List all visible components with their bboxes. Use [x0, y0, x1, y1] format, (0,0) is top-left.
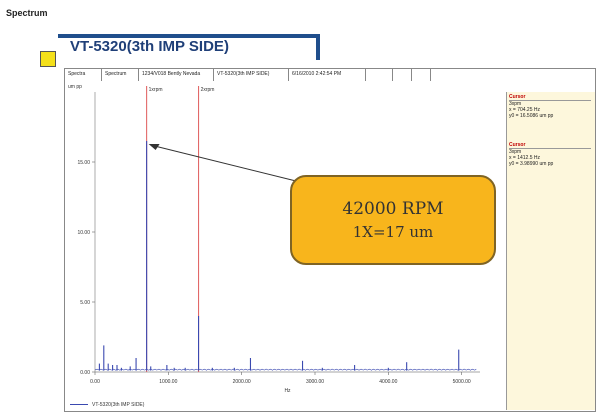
callout-arrow-line	[150, 144, 301, 183]
x-tick-label: 1000.00	[159, 379, 177, 385]
series-baseline	[94, 368, 477, 371]
x-tick-label: 5000.00	[453, 379, 471, 385]
cursor-panel	[506, 92, 595, 410]
cursor-title: Cursor	[509, 142, 591, 149]
cursor-x-value: x = 704.25 Hz	[509, 107, 540, 113]
header-cell[interactable]	[393, 69, 412, 81]
legend-label: VT-5320(3th IMP SIDE)	[92, 402, 145, 408]
page-heading: Spectrum	[6, 8, 48, 18]
header-cell[interactable]: VT-5320(3th IMP SIDE)	[214, 69, 289, 81]
callout-line-2: 1X=17 um	[352, 223, 434, 241]
cursor-name: 3xpm	[509, 101, 522, 107]
callout-line-1: 42000 RPM	[342, 199, 444, 219]
cursor-title: Cursor	[509, 94, 591, 101]
cursor-y-value: y0 = 3.98990 um pp	[509, 161, 554, 167]
cursor-x-value: x = 1412.5 Hz	[509, 155, 540, 161]
cursor-readout-1[interactable]: Cursor 3xpm x = 704.25 Hz y0 = 16.5086 u…	[509, 94, 591, 119]
cursor-y-value: y0 = 16.5086 um pp	[509, 113, 554, 119]
cursor-line-label: 2xrpm	[201, 87, 215, 93]
title-bar-frame	[58, 34, 320, 60]
y-tick-label: 15.00	[77, 160, 90, 166]
x-axis-label: Hz	[284, 388, 291, 394]
plot-header-row: Spectra Spectrum 1234/V018 Bently Nevada…	[65, 69, 431, 81]
header-cell[interactable]: 1234/V018 Bently Nevada	[139, 69, 214, 81]
header-cell[interactable]: Spectrum	[102, 69, 139, 81]
x-tick-label: 2000.00	[233, 379, 251, 385]
y-tick-label: 5.00	[80, 300, 90, 306]
cursor-name: 3xpm	[509, 149, 522, 155]
x-tick-label: 0.00	[90, 379, 100, 385]
y-tick-label: 0.00	[80, 370, 90, 376]
rpm-callout: 42000 RPM 1X=17 um	[290, 175, 496, 265]
header-cell[interactable]	[412, 69, 431, 81]
bullet-square-icon	[40, 51, 56, 67]
header-cell[interactable]: Spectra	[65, 69, 102, 81]
x-tick-label: 3000.00	[306, 379, 324, 385]
x-tick-label: 4000.00	[379, 379, 397, 385]
legend-swatch	[70, 404, 88, 406]
cursor-readout-2[interactable]: Cursor 3xpm x = 1412.5 Hz y0 = 3.98990 u…	[509, 142, 591, 167]
cursor-line-label: 1xrpm	[149, 87, 163, 93]
header-cell[interactable]: 6/16/2010 2:42:54 PM	[289, 69, 366, 81]
y-tick-label: 10.00	[77, 230, 90, 236]
legend: VT-5320(3th IMP SIDE)	[70, 402, 250, 410]
arrow-head-icon	[148, 144, 160, 150]
header-cell[interactable]	[366, 69, 393, 81]
unit-label: um pp	[68, 84, 82, 90]
page-title: VT-5320(3th IMP SIDE)	[70, 38, 229, 55]
